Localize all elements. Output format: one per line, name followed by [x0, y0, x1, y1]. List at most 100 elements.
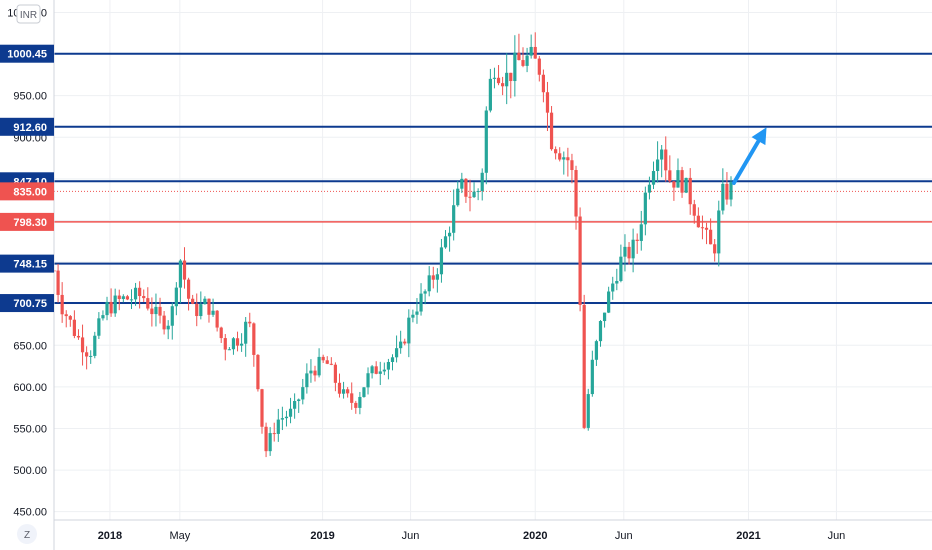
candle — [668, 155, 672, 184]
candle-body — [651, 171, 656, 185]
candle — [411, 309, 415, 323]
candle-body — [182, 260, 187, 280]
level-badge-label: 835.00 — [13, 186, 47, 198]
candle — [427, 266, 431, 297]
candle — [627, 242, 631, 265]
candle — [60, 282, 64, 323]
candle — [305, 363, 309, 394]
candle — [244, 317, 248, 357]
candle-body — [150, 308, 154, 315]
candle-body — [456, 188, 460, 206]
candle — [133, 282, 138, 306]
candle-body — [635, 239, 639, 241]
candle — [696, 207, 700, 228]
candle-body — [419, 293, 423, 312]
candle-body — [301, 387, 305, 400]
candle-body — [256, 354, 260, 390]
y-tick-label: 650.00 — [13, 340, 47, 352]
candle-body — [68, 316, 72, 320]
candle — [142, 289, 146, 303]
candle-body — [435, 274, 439, 280]
candle — [313, 365, 317, 382]
candle-body — [549, 112, 554, 150]
candle-body — [125, 296, 130, 300]
candle-body — [370, 366, 374, 374]
candle — [382, 362, 386, 376]
candle — [435, 268, 439, 293]
candle — [643, 186, 647, 236]
candle — [272, 422, 276, 442]
candle — [199, 291, 203, 320]
zoom-reset-label: Z — [24, 530, 30, 541]
level-badge-label: 912.60 — [13, 122, 47, 134]
level-badge-label: 700.75 — [13, 298, 47, 310]
candle-body — [496, 77, 501, 84]
candle — [158, 297, 162, 324]
candle-body — [174, 287, 178, 307]
candle — [129, 289, 134, 310]
candle — [558, 147, 562, 162]
level-badge-label: 798.30 — [13, 217, 47, 229]
candle — [370, 364, 374, 379]
candle — [521, 47, 525, 68]
candle — [386, 358, 391, 380]
price-level-badges: 1000.45912.60847.10835.00798.30748.15700… — [0, 44, 54, 313]
candle — [178, 259, 183, 304]
candle — [586, 388, 590, 431]
candle — [403, 338, 407, 346]
candle — [549, 106, 554, 151]
candle-body — [431, 275, 435, 280]
candle — [297, 398, 301, 413]
candle-body — [525, 55, 529, 66]
candle-body — [248, 321, 252, 324]
candle — [468, 179, 472, 212]
candle-body — [64, 314, 68, 317]
level-badge: 912.60 — [0, 117, 54, 136]
candle — [509, 72, 513, 99]
candle-body — [700, 227, 705, 229]
candle-body — [484, 110, 488, 173]
candle-body — [554, 149, 558, 154]
candle — [602, 312, 607, 328]
candle-body — [717, 210, 721, 254]
candle — [472, 182, 476, 199]
candle-body — [399, 341, 403, 349]
x-tick-label: 2019 — [310, 530, 334, 542]
candle — [394, 335, 399, 363]
candle — [268, 427, 272, 456]
candle — [362, 387, 366, 398]
candle — [76, 329, 81, 340]
candle — [235, 331, 240, 352]
time-axis[interactable]: 2018 May 2019 Jun 2020 Jun 2021 Jun — [98, 530, 846, 542]
candle-body — [660, 149, 664, 160]
candle — [317, 348, 321, 378]
projection-arrow[interactable] — [731, 127, 767, 186]
candle — [713, 239, 717, 262]
candle-body — [415, 311, 419, 315]
candle-body — [117, 295, 121, 299]
candle-body — [129, 299, 134, 301]
candle-body — [93, 335, 97, 356]
candle-body — [664, 149, 668, 171]
candle-body — [460, 178, 464, 189]
zoom-reset-button[interactable]: Z — [17, 524, 37, 544]
candle-body — [166, 325, 170, 330]
candle — [195, 293, 199, 327]
candle-body — [643, 192, 647, 225]
candle-body — [366, 373, 370, 388]
candle-body — [305, 373, 309, 388]
candle — [582, 294, 586, 430]
level-badge-box — [0, 117, 54, 136]
candle — [333, 362, 338, 392]
candle — [692, 199, 696, 224]
candle — [207, 298, 211, 323]
candle-body — [647, 184, 652, 193]
candle-body — [288, 408, 293, 417]
candle-body — [529, 46, 533, 56]
candle — [80, 324, 85, 366]
candle-body — [186, 279, 191, 299]
candle — [56, 263, 60, 303]
candle — [68, 315, 72, 327]
candle — [704, 222, 709, 245]
